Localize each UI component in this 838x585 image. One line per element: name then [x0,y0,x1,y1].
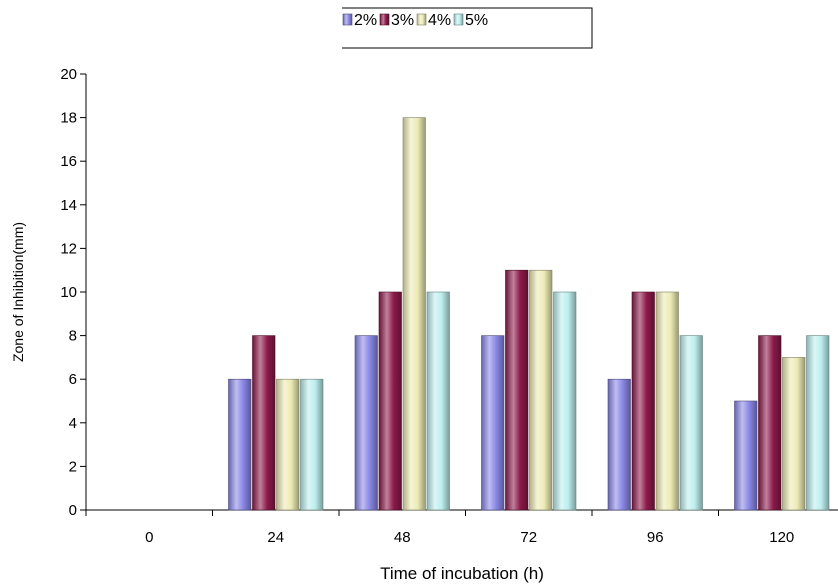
bar [228,378,252,511]
legend-label: 5% [465,12,488,29]
y-tick-label: 10 [60,284,77,301]
bar [402,117,426,511]
y-tick-label: 16 [60,153,77,170]
legend-swatch [416,13,427,26]
y-tick-label: 12 [60,240,77,257]
bar [354,335,378,511]
y-tick-label: 6 [69,371,77,388]
bar [679,335,703,511]
axes [85,74,838,511]
y-tick-label: 2 [69,458,77,475]
x-axis-title: Time of incubation (h) [380,564,544,583]
x-tick-label: 96 [647,529,664,546]
legend-frame [342,7,593,49]
x-tick-label: 120 [769,529,794,546]
bar [276,378,300,511]
bar [655,291,679,511]
x-tick-label: 48 [394,529,411,546]
x-tick-label: 72 [520,529,537,546]
bar [378,291,402,511]
x-tick-label: 0 [145,529,153,546]
bar [252,335,276,511]
bar [734,400,758,511]
bars [228,117,830,511]
x-tick-label: 24 [267,529,284,546]
bar [607,378,631,511]
y-tick-label: 14 [60,197,77,214]
y-tick-label: 4 [69,415,77,432]
bar [529,269,553,511]
y-tick-label: 18 [60,110,77,127]
legend-swatch [379,13,390,26]
legend-label: 3% [391,12,414,29]
bar [481,335,505,511]
legend-swatch [342,13,353,26]
bar [782,357,806,511]
bar [300,378,324,511]
y-tick-label: 8 [69,328,77,345]
legend-label: 2% [354,12,377,29]
bar [631,291,655,511]
bar [426,291,450,511]
bar [553,291,577,511]
bar [806,335,830,511]
y-tick-label: 20 [60,66,77,83]
bar [758,335,782,511]
y-axis-title: Zone of Inhibition(mm) [10,222,26,362]
legend-label: 4% [428,12,451,29]
legend-swatch [453,13,464,26]
y-ticks: 0 2 4 6 8 10 12 14 16 18 20 [60,66,86,519]
y-tick-label: 0 [69,502,77,519]
bar [505,269,529,511]
legend: 2% 3% 4% 5% [342,7,593,49]
x-ticks: 0 24 48 72 96 120 [85,510,794,546]
